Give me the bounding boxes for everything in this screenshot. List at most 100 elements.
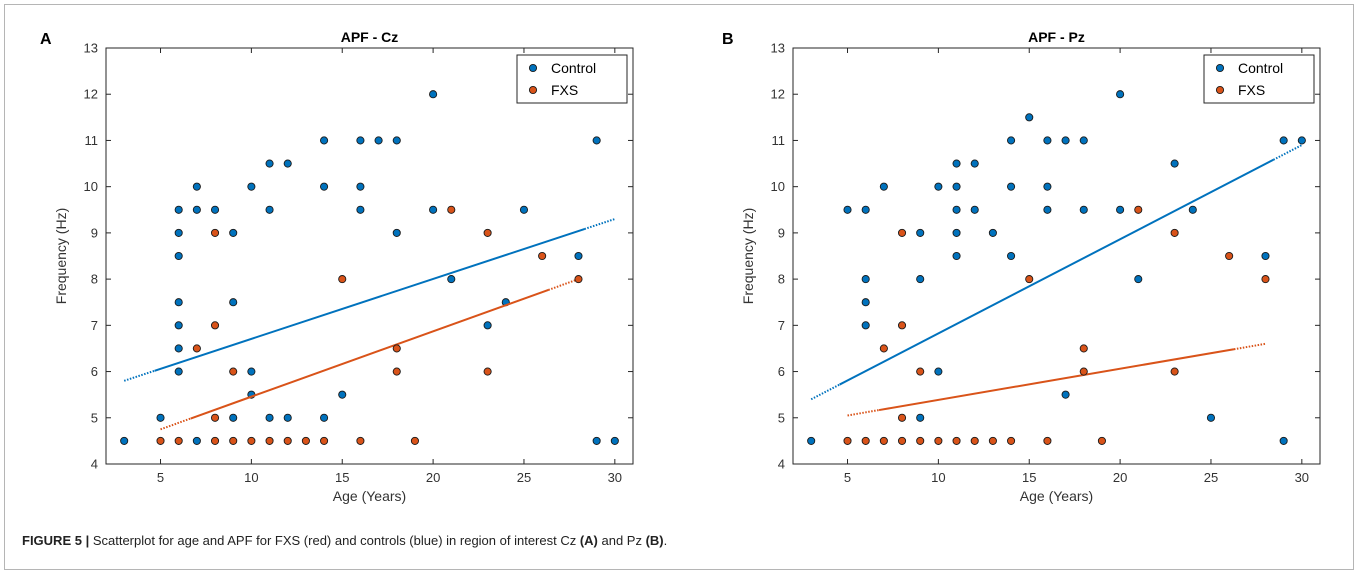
y-tick-label: 8 xyxy=(91,272,98,287)
data-point-control xyxy=(952,205,961,214)
data-point-control xyxy=(592,436,601,445)
data-point-control xyxy=(916,413,925,422)
figure-frame xyxy=(4,4,1354,570)
data-point-control xyxy=(192,182,201,191)
data-point-fxs xyxy=(229,367,238,376)
trend-line-fxs xyxy=(878,348,1235,412)
x-tick-label: 10 xyxy=(244,470,258,485)
legend-marker-control xyxy=(528,63,538,73)
data-point-fxs xyxy=(952,436,961,445)
data-point-fxs xyxy=(447,205,456,214)
y-tick-label: 12 xyxy=(771,87,785,102)
data-point-control xyxy=(320,182,329,191)
data-point-control xyxy=(192,436,201,445)
data-point-control xyxy=(1025,113,1034,122)
trend-line-end-control xyxy=(584,218,616,230)
data-point-control xyxy=(952,159,961,168)
data-point-fxs xyxy=(156,436,165,445)
data-point-control xyxy=(861,205,870,214)
data-point-fxs xyxy=(1043,436,1052,445)
y-tick-label: 9 xyxy=(778,225,785,240)
data-point-fxs xyxy=(897,413,907,422)
data-point-control xyxy=(174,251,183,261)
data-point-control xyxy=(392,136,401,145)
data-point-control xyxy=(174,367,183,376)
data-point-control xyxy=(1279,136,1288,145)
data-point-control xyxy=(574,251,583,261)
data-point-fxs xyxy=(320,436,329,445)
y-tick-label: 5 xyxy=(778,410,785,425)
caption-ref-b: (B) xyxy=(645,533,664,548)
caption-text-1: Scatterplot for age and APF for FXS (red… xyxy=(89,533,580,548)
x-tick-label: 30 xyxy=(608,470,622,485)
data-point-fxs xyxy=(265,436,274,445)
data-point-control xyxy=(861,321,870,330)
panel-letter: B xyxy=(722,31,734,48)
data-point-control xyxy=(1261,251,1270,261)
data-point-fxs xyxy=(1079,367,1088,376)
x-tick-label: 25 xyxy=(517,470,531,485)
data-point-control xyxy=(210,205,220,214)
data-point-control xyxy=(988,228,997,237)
data-point-control xyxy=(1061,390,1070,399)
data-point-control xyxy=(934,182,943,191)
y-tick-label: 7 xyxy=(91,318,98,333)
data-point-control xyxy=(861,298,870,307)
data-point-control xyxy=(447,275,456,284)
data-point-control xyxy=(519,205,529,214)
data-point-control xyxy=(247,367,256,376)
data-point-control xyxy=(1116,90,1125,99)
figure-caption: FIGURE 5 | Scatterplot for age and APF f… xyxy=(22,533,667,548)
data-point-control xyxy=(374,136,383,145)
data-point-control xyxy=(1007,136,1016,145)
data-point-fxs xyxy=(1170,367,1179,376)
data-point-fxs xyxy=(574,275,583,284)
chart-title: APF - Pz xyxy=(1028,29,1085,45)
x-tick-label: 10 xyxy=(931,470,945,485)
data-point-control xyxy=(1116,205,1125,214)
y-tick-label: 10 xyxy=(84,179,98,194)
chart-title: APF - Cz xyxy=(341,29,399,45)
y-tick-label: 5 xyxy=(91,410,98,425)
data-point-control xyxy=(1206,413,1216,422)
data-point-fxs xyxy=(483,228,492,237)
legend-marker-control xyxy=(1215,63,1225,73)
data-point-control xyxy=(1061,136,1070,145)
data-point-fxs xyxy=(897,228,907,237)
data-point-control xyxy=(174,321,183,330)
legend: Control FXS xyxy=(1203,54,1315,104)
y-tick-label: 4 xyxy=(778,457,785,472)
data-point-control xyxy=(229,228,238,237)
data-point-control xyxy=(174,298,183,307)
y-tick-label: 6 xyxy=(778,364,785,379)
data-point-control xyxy=(174,228,183,237)
data-point-control xyxy=(807,436,816,445)
legend-marker-fxs xyxy=(1215,85,1225,95)
series-fxs xyxy=(843,205,1270,445)
data-point-control xyxy=(356,136,365,145)
data-point-control xyxy=(338,390,347,399)
data-point-control xyxy=(970,159,979,168)
x-tick-label: 20 xyxy=(1113,470,1127,485)
data-point-fxs xyxy=(1025,275,1034,284)
trend-line-start-control xyxy=(123,369,155,382)
data-point-control xyxy=(1134,275,1143,284)
x-axis-label: Age (Years) xyxy=(1020,488,1093,504)
data-point-control xyxy=(970,205,979,214)
data-point-control xyxy=(1043,182,1052,191)
data-point-control xyxy=(229,413,238,422)
data-point-control xyxy=(265,205,274,214)
data-point-control xyxy=(1188,205,1197,214)
data-point-control xyxy=(1079,136,1088,145)
data-point-control xyxy=(1079,205,1088,214)
data-point-fxs xyxy=(1261,275,1270,284)
data-point-control xyxy=(174,205,183,214)
data-point-fxs xyxy=(174,436,183,445)
data-point-fxs xyxy=(897,436,907,445)
data-point-fxs xyxy=(301,436,310,445)
trend-line-start-fxs xyxy=(847,409,880,417)
data-point-fxs xyxy=(843,436,852,445)
data-point-control xyxy=(1170,159,1179,168)
data-point-control xyxy=(356,182,365,191)
